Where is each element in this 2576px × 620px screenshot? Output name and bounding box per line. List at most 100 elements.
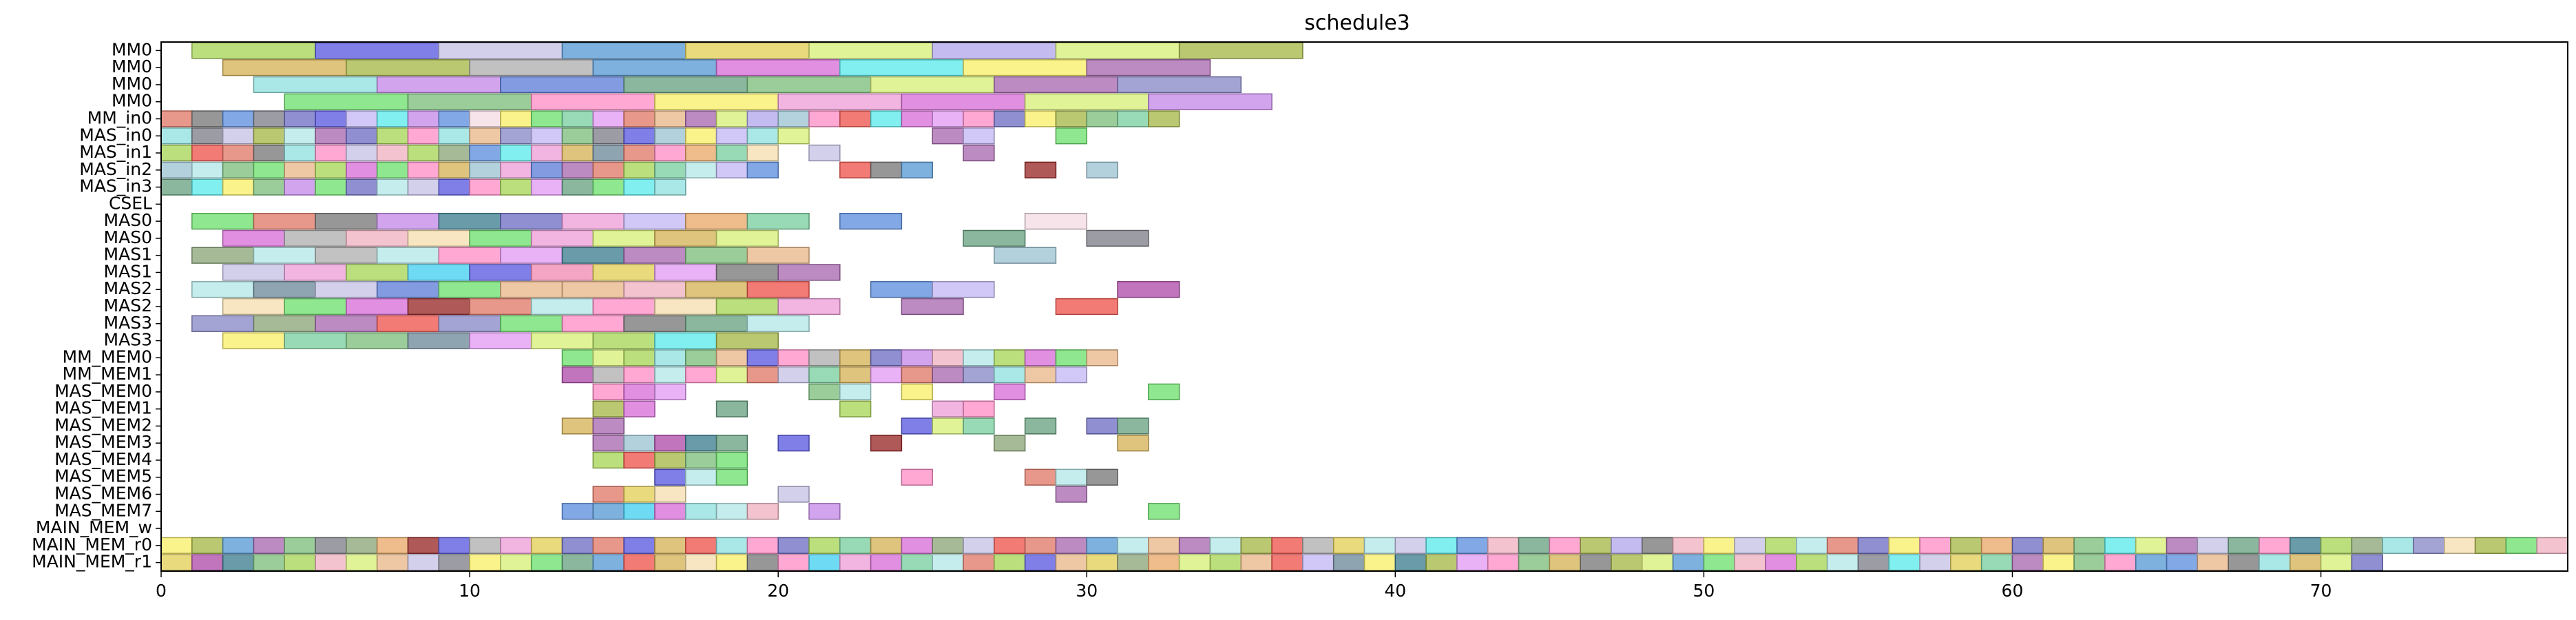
task-bar [407,332,470,349]
task-bar [407,144,440,162]
task-bar [561,161,594,178]
task-bar [284,144,316,162]
task-bar [1086,161,1118,178]
y-tick-label: MAS3 [104,313,152,333]
task-bar [1148,554,1180,571]
task-bar [284,537,316,554]
task-bar [222,127,255,145]
task-bar [592,144,625,162]
task-bar [191,212,255,230]
task-bar [870,537,903,554]
task-bar [623,144,656,162]
task-bar [160,537,193,554]
task-bar [407,178,440,196]
task-bar [2166,537,2199,554]
task-bar [191,554,224,571]
task-bar [654,110,687,127]
task-bar [1857,537,1889,554]
task-bar [994,537,1026,554]
task-bar [808,144,841,162]
task-bar [592,366,625,384]
task-bar [376,161,409,178]
task-bar [623,281,687,298]
task-bar [315,315,378,332]
x-tick-label: 40 [1384,581,1406,601]
task-bar [592,400,625,417]
task-bar [500,76,625,94]
task-bar [901,298,964,316]
task-bar [530,298,594,316]
task-bar [469,332,532,349]
task-bar [160,127,193,145]
task-bar [1950,554,1982,571]
task-bar [2197,554,2229,571]
y-tick-label: MM_MEM1 [63,364,152,384]
task-bar [592,435,625,452]
task-bar [1580,554,1612,571]
task-bar [530,161,563,178]
task-bar [500,127,532,145]
task-bar [901,93,1026,110]
x-tick-label: 70 [2310,581,2332,601]
task-bar [253,315,316,332]
task-bar [592,127,625,145]
task-bar [1611,537,1643,554]
task-bar [901,110,933,127]
task-bar [1642,554,1674,571]
task-bar [2536,537,2568,554]
y-tick-label: MAS0 [104,227,152,247]
task-bar [654,178,687,196]
task-bar [1086,468,1118,486]
task-bar [623,110,656,127]
task-bar [469,229,532,247]
task-bar [1148,93,1273,110]
task-bar [346,537,378,554]
task-bar [469,59,594,76]
task-bar [1332,537,1365,554]
task-bar [1394,537,1427,554]
task-bar [994,554,1026,571]
task-bar [684,435,718,452]
task-bar [1271,554,1303,571]
task-bar [777,537,810,554]
task-bar [284,127,316,145]
task-bar [808,42,933,59]
y-tick-label: MAS_MEM3 [54,432,152,452]
y-tick-label: MAS0 [104,210,152,230]
y-tick-label: CSEL [109,193,152,213]
task-bar [870,554,903,571]
y-tick-label: MM_in0 [87,107,152,127]
task-bar [222,59,347,76]
task-bar [315,212,378,230]
task-bar [715,127,748,145]
task-bar [963,349,995,366]
task-bar [160,110,193,127]
task-bar [253,144,285,162]
task-bar [561,178,594,196]
task-bar [746,537,779,554]
task-bar [346,144,378,162]
task-bar [715,451,748,469]
task-bar [284,93,409,110]
x-tick-label: 10 [459,581,481,601]
task-bar [870,110,903,127]
task-bar [746,281,810,298]
task-bar [839,59,964,76]
task-bar [1086,110,1118,127]
task-bar [994,247,1057,264]
task-bar [654,93,779,110]
task-bar [1086,417,1118,435]
task-bar [592,349,625,366]
task-bar [438,212,501,230]
task-bar [963,110,995,127]
task-bar [2259,554,2291,571]
task-bar [346,298,409,316]
task-bar [808,537,841,554]
task-bar [469,537,501,554]
task-bar [870,366,903,384]
task-bar [191,110,224,127]
task-bar [222,332,285,349]
task-bar [284,264,347,281]
task-bar [530,93,656,110]
task-bar [500,281,563,298]
